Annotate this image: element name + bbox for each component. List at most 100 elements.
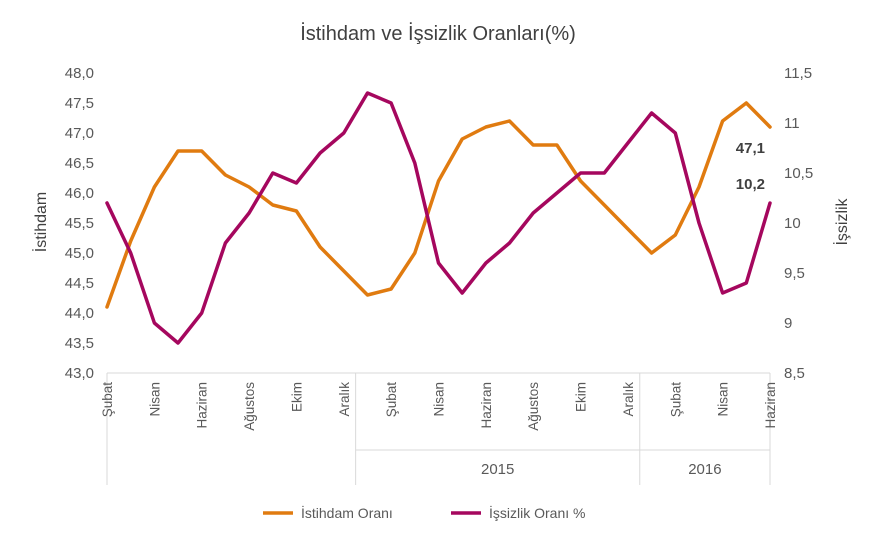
- x-tick-label: Şubat: [668, 382, 683, 418]
- right-axis-title: İşsizlik: [832, 197, 851, 245]
- left-tick-label: 43,5: [65, 335, 94, 352]
- x-tick-label: Ekim: [574, 382, 589, 412]
- data-point: [295, 210, 298, 213]
- data-point: [745, 282, 748, 285]
- data-point: [461, 292, 464, 295]
- right-tick-label: 11: [784, 115, 800, 132]
- right-tick-label: 9,5: [784, 265, 805, 282]
- left-tick-label: 44,5: [65, 275, 94, 292]
- data-point: [745, 102, 748, 105]
- left-tick-label: 46,5: [65, 155, 94, 172]
- right-tick-label: 10,5: [784, 165, 813, 182]
- left-axis: 43,0 43,5 44,0 44,5 45,0 45,5 46,0 46,5 47,0 47,5…: [65, 65, 94, 382]
- legend-label: İstihdam Oranı: [301, 504, 393, 521]
- data-point: [555, 192, 558, 195]
- left-tick-label: 45,5: [65, 215, 94, 232]
- data-point: [555, 144, 558, 147]
- x-year-label: 2015: [481, 461, 514, 478]
- data-point: [579, 172, 582, 175]
- data-point: [106, 202, 109, 205]
- data-point: [366, 92, 369, 95]
- left-tick-label: 44,0: [65, 305, 94, 322]
- data-point: [674, 234, 677, 237]
- data-point: [579, 180, 582, 183]
- series-line-istihdam: [105, 101, 772, 309]
- left-tick-label: 43,0: [65, 365, 94, 382]
- data-point: [366, 294, 369, 297]
- data-point: [721, 292, 724, 295]
- legend-label: İşsizlik Oranı %: [489, 504, 585, 521]
- data-point: [626, 228, 629, 231]
- left-axis-title: İstihdam: [31, 192, 50, 252]
- data-point: [129, 252, 132, 255]
- data-point: [342, 270, 345, 273]
- data-point: [177, 150, 180, 153]
- data-point: [224, 174, 227, 177]
- data-point: [484, 126, 487, 129]
- data-point: [603, 172, 606, 175]
- data-point: [177, 342, 180, 345]
- data-point: [271, 204, 274, 207]
- data-point: [769, 202, 772, 205]
- data-point: [508, 242, 511, 245]
- data-point: [532, 144, 535, 147]
- right-tick-label: 10: [784, 215, 801, 232]
- x-tick-label: Aralık: [337, 382, 352, 417]
- data-point: [224, 242, 227, 245]
- end-label-istihdam: 47,1: [736, 140, 765, 157]
- x-tick-label: Nisan: [716, 382, 731, 417]
- x-tick-label: Ekim: [289, 382, 304, 412]
- left-tick-label: 47,0: [65, 125, 94, 142]
- right-axis: 8,5 9 9,5 10 10,5 11 11,5: [784, 65, 813, 382]
- data-point: [461, 138, 464, 141]
- data-point: [153, 186, 156, 189]
- data-point: [603, 204, 606, 207]
- data-point: [697, 222, 700, 225]
- data-point: [319, 246, 322, 249]
- data-point: [153, 322, 156, 325]
- data-point: [437, 262, 440, 265]
- data-point: [271, 172, 274, 175]
- series-layer: 47,1 10,2: [105, 91, 772, 345]
- end-label-issizlik: 10,2: [736, 176, 765, 193]
- x-tick-label: Nisan: [147, 382, 162, 417]
- data-point: [674, 132, 677, 135]
- legend: İstihdam Oranı İşsizlik Oranı %: [263, 504, 585, 521]
- data-point: [200, 150, 203, 153]
- right-tick-label: 9: [784, 315, 792, 332]
- data-point: [248, 186, 251, 189]
- data-point: [413, 252, 416, 255]
- data-point: [295, 182, 298, 185]
- x-tick-label: Ağustos: [526, 382, 541, 431]
- series-line-issizlik: [105, 91, 772, 345]
- x-axis: Şubat Nisan Haziran Ağustos Ekim Aralık Şubat N…: [100, 372, 778, 485]
- data-point: [319, 152, 322, 155]
- left-tick-label: 47,5: [65, 95, 94, 112]
- x-tick-label: Şubat: [100, 382, 115, 418]
- left-tick-label: 46,0: [65, 185, 94, 202]
- data-point: [413, 162, 416, 165]
- x-tick-label: Haziran: [763, 382, 778, 429]
- right-tick-label: 8,5: [784, 365, 805, 382]
- x-year-label: 2016: [688, 461, 721, 478]
- data-point: [129, 240, 132, 243]
- data-point: [342, 132, 345, 135]
- x-tick-label: Haziran: [479, 382, 494, 429]
- left-tick-label: 45,0: [65, 245, 94, 262]
- data-point: [769, 126, 772, 129]
- data-point: [437, 180, 440, 183]
- data-point: [721, 120, 724, 123]
- data-point: [650, 252, 653, 255]
- chart-title: İstihdam ve İşsizlik Oranları(%): [300, 22, 576, 45]
- data-point: [200, 312, 203, 315]
- right-tick-label: 11,5: [784, 65, 812, 82]
- data-point: [532, 212, 535, 215]
- data-point: [484, 262, 487, 265]
- left-tick-label: 48,0: [65, 65, 94, 82]
- data-point: [390, 102, 393, 105]
- data-point: [697, 186, 700, 189]
- x-tick-label: Aralık: [621, 382, 636, 417]
- x-tick-label: Nisan: [432, 382, 447, 417]
- data-point: [248, 212, 251, 215]
